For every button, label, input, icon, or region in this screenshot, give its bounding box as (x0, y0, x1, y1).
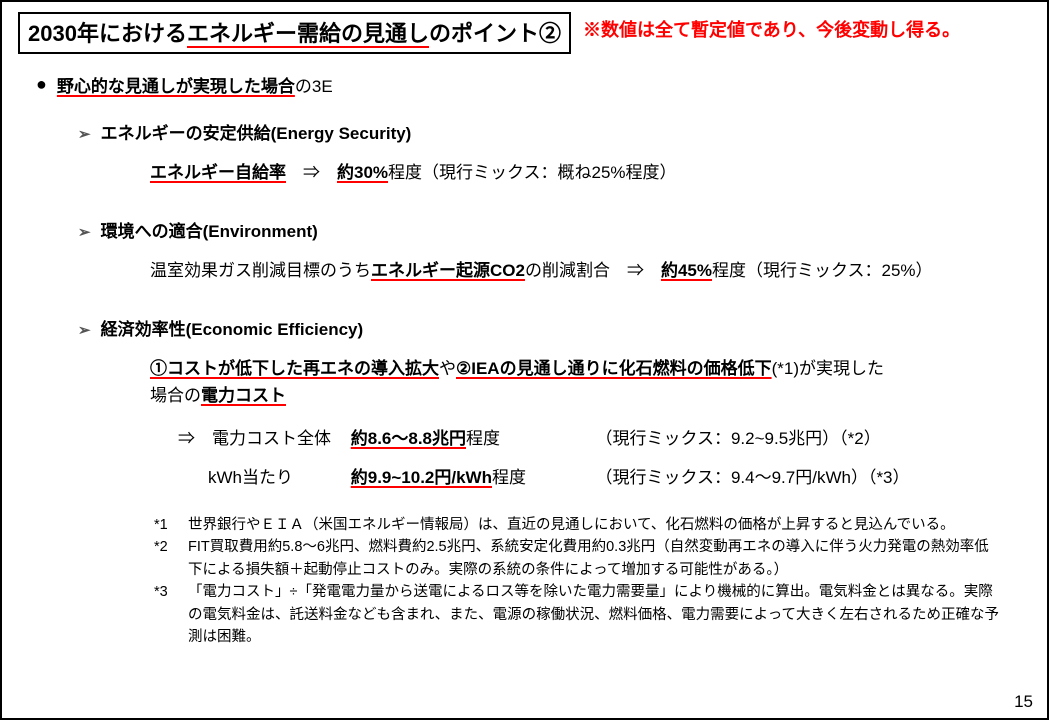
footnote-3: *3 「電力コスト」÷「発電電力量から送電によるロス等を除いた電力需要量」により… (154, 581, 1003, 648)
sec2-pre: 温室効果ガス削減目標のうち (150, 261, 371, 280)
title-pre: 2030年における (28, 21, 187, 46)
sec2-u: エネルギー起源CO2 (371, 261, 525, 280)
bullet-icon: ● (36, 74, 47, 95)
sec1-arrow: ⇒ (286, 163, 337, 182)
intro-underline: 野心的な見通しが実現した場合 (57, 77, 295, 96)
foot-txt-3: 「電力コスト」÷「発電電力量から送電によるロス等を除いた電力需要量」により機械的… (188, 581, 1003, 648)
intro-line: ● 野心的な見通しが実現した場合の3E (36, 72, 1023, 97)
title-mid: エネルギー需給の見通し (187, 21, 429, 48)
section-energy-security: エネルギーの安定供給(Energy Security) エネルギー自給率 ⇒ 約… (78, 119, 1023, 183)
row1-val: 約8.6～8.8兆円 (351, 429, 466, 448)
row1-arrow: ⇒ 電力コスト全体 (178, 424, 346, 449)
section-economic-efficiency: 経済効率性(Economic Efficiency) ①コストが低下した再エネの… (78, 315, 1023, 488)
disclaimer-note: ※数値は全て暫定値であり、今後変動し得る。 (583, 16, 960, 42)
section3-head: 経済効率性(Economic Efficiency) (78, 320, 363, 339)
sec2-rest: 程度（現行ミックス：25%） (712, 261, 933, 280)
foot-num-3: *3 (154, 581, 188, 648)
sec1-rest: 程度（現行ミックス：概ね25%程度） (388, 163, 677, 182)
cost-row-kwh: kWh当たり 約9.9~10.2円/kWh程度 （現行ミックス：9.4～9.7円… (208, 463, 1023, 488)
title-box: 2030年におけるエネルギー需給の見通しのポイント② (18, 12, 571, 54)
title-post: のポイント② (429, 21, 561, 46)
footnote-1: *1 世界銀行やＥＩＡ（米国エネルギー情報局）は、直近の見通しにおいて、化石燃料… (154, 514, 1003, 536)
foot-txt-2: FIT買取費用約5.8～6兆円、燃料費約2.5兆円、系統安定化費用約0.3兆円（… (188, 536, 1003, 581)
row2-rest: 程度 (492, 468, 526, 487)
row2-paren: （現行ミックス：9.4～9.7円/kWh）（*3） (595, 468, 909, 487)
footnotes: *1 世界銀行やＥＩＡ（米国エネルギー情報局）は、直近の見通しにおいて、化石燃料… (154, 514, 1003, 649)
foot-txt-1: 世界銀行やＥＩＡ（米国エネルギー情報局）は、直近の見通しにおいて、化石燃料の価格… (188, 514, 1003, 536)
footnote-2: *2 FIT買取費用約5.8～6兆円、燃料費約2.5兆円、系統安定化費用約0.3… (154, 536, 1003, 581)
section1-head: エネルギーの安定供給(Energy Security) (78, 124, 411, 143)
sec3-desc-post2: 場合の (150, 386, 201, 405)
sec2-post: の削減割合 ⇒ (525, 261, 661, 280)
intro-rest: の3E (295, 77, 333, 96)
foot-num-1: *1 (154, 514, 188, 536)
sec3-desc-u3: 電力コスト (201, 386, 286, 405)
sec1-label: エネルギー自給率 (150, 163, 286, 182)
cost-row-total: ⇒ 電力コスト全体 約8.6～8.8兆円程度 （現行ミックス：9.2~9.5兆円… (178, 424, 1023, 449)
sec1-value: 約30% (337, 163, 388, 182)
sec3-desc-post1: (*1)が実現した (772, 359, 884, 378)
title-bar: 2030年におけるエネルギー需給の見通しのポイント② ※数値は全て暫定値であり、… (18, 12, 1031, 54)
section-environment: 環境への適合(Environment) 温室効果ガス削減目標のうちエネルギー起源… (78, 217, 1023, 281)
sec2-val: 約45% (661, 261, 712, 280)
sec3-desc-mid: や (439, 359, 456, 378)
section2-head: 環境への適合(Environment) (78, 222, 318, 241)
content: ● 野心的な見通しが実現した場合の3E エネルギーの安定供給(Energy Se… (18, 54, 1031, 649)
row2-val: 約9.9~10.2円/kWh (351, 468, 492, 487)
page-number: 15 (1014, 692, 1033, 712)
row1-paren: （現行ミックス：9.2~9.5兆円）（*2） (595, 429, 880, 448)
row1-rest: 程度 (466, 429, 500, 448)
foot-num-2: *2 (154, 536, 188, 581)
sec3-desc-u1: ①コストが低下した再エネの導入拡大 (150, 359, 439, 378)
slide: 2030年におけるエネルギー需給の見通しのポイント② ※数値は全て暫定値であり、… (0, 0, 1049, 720)
row2-label: kWh当たり (208, 463, 346, 488)
sec3-desc-u2: ②IEAの見通し通りに化石燃料の価格低下 (456, 359, 772, 378)
